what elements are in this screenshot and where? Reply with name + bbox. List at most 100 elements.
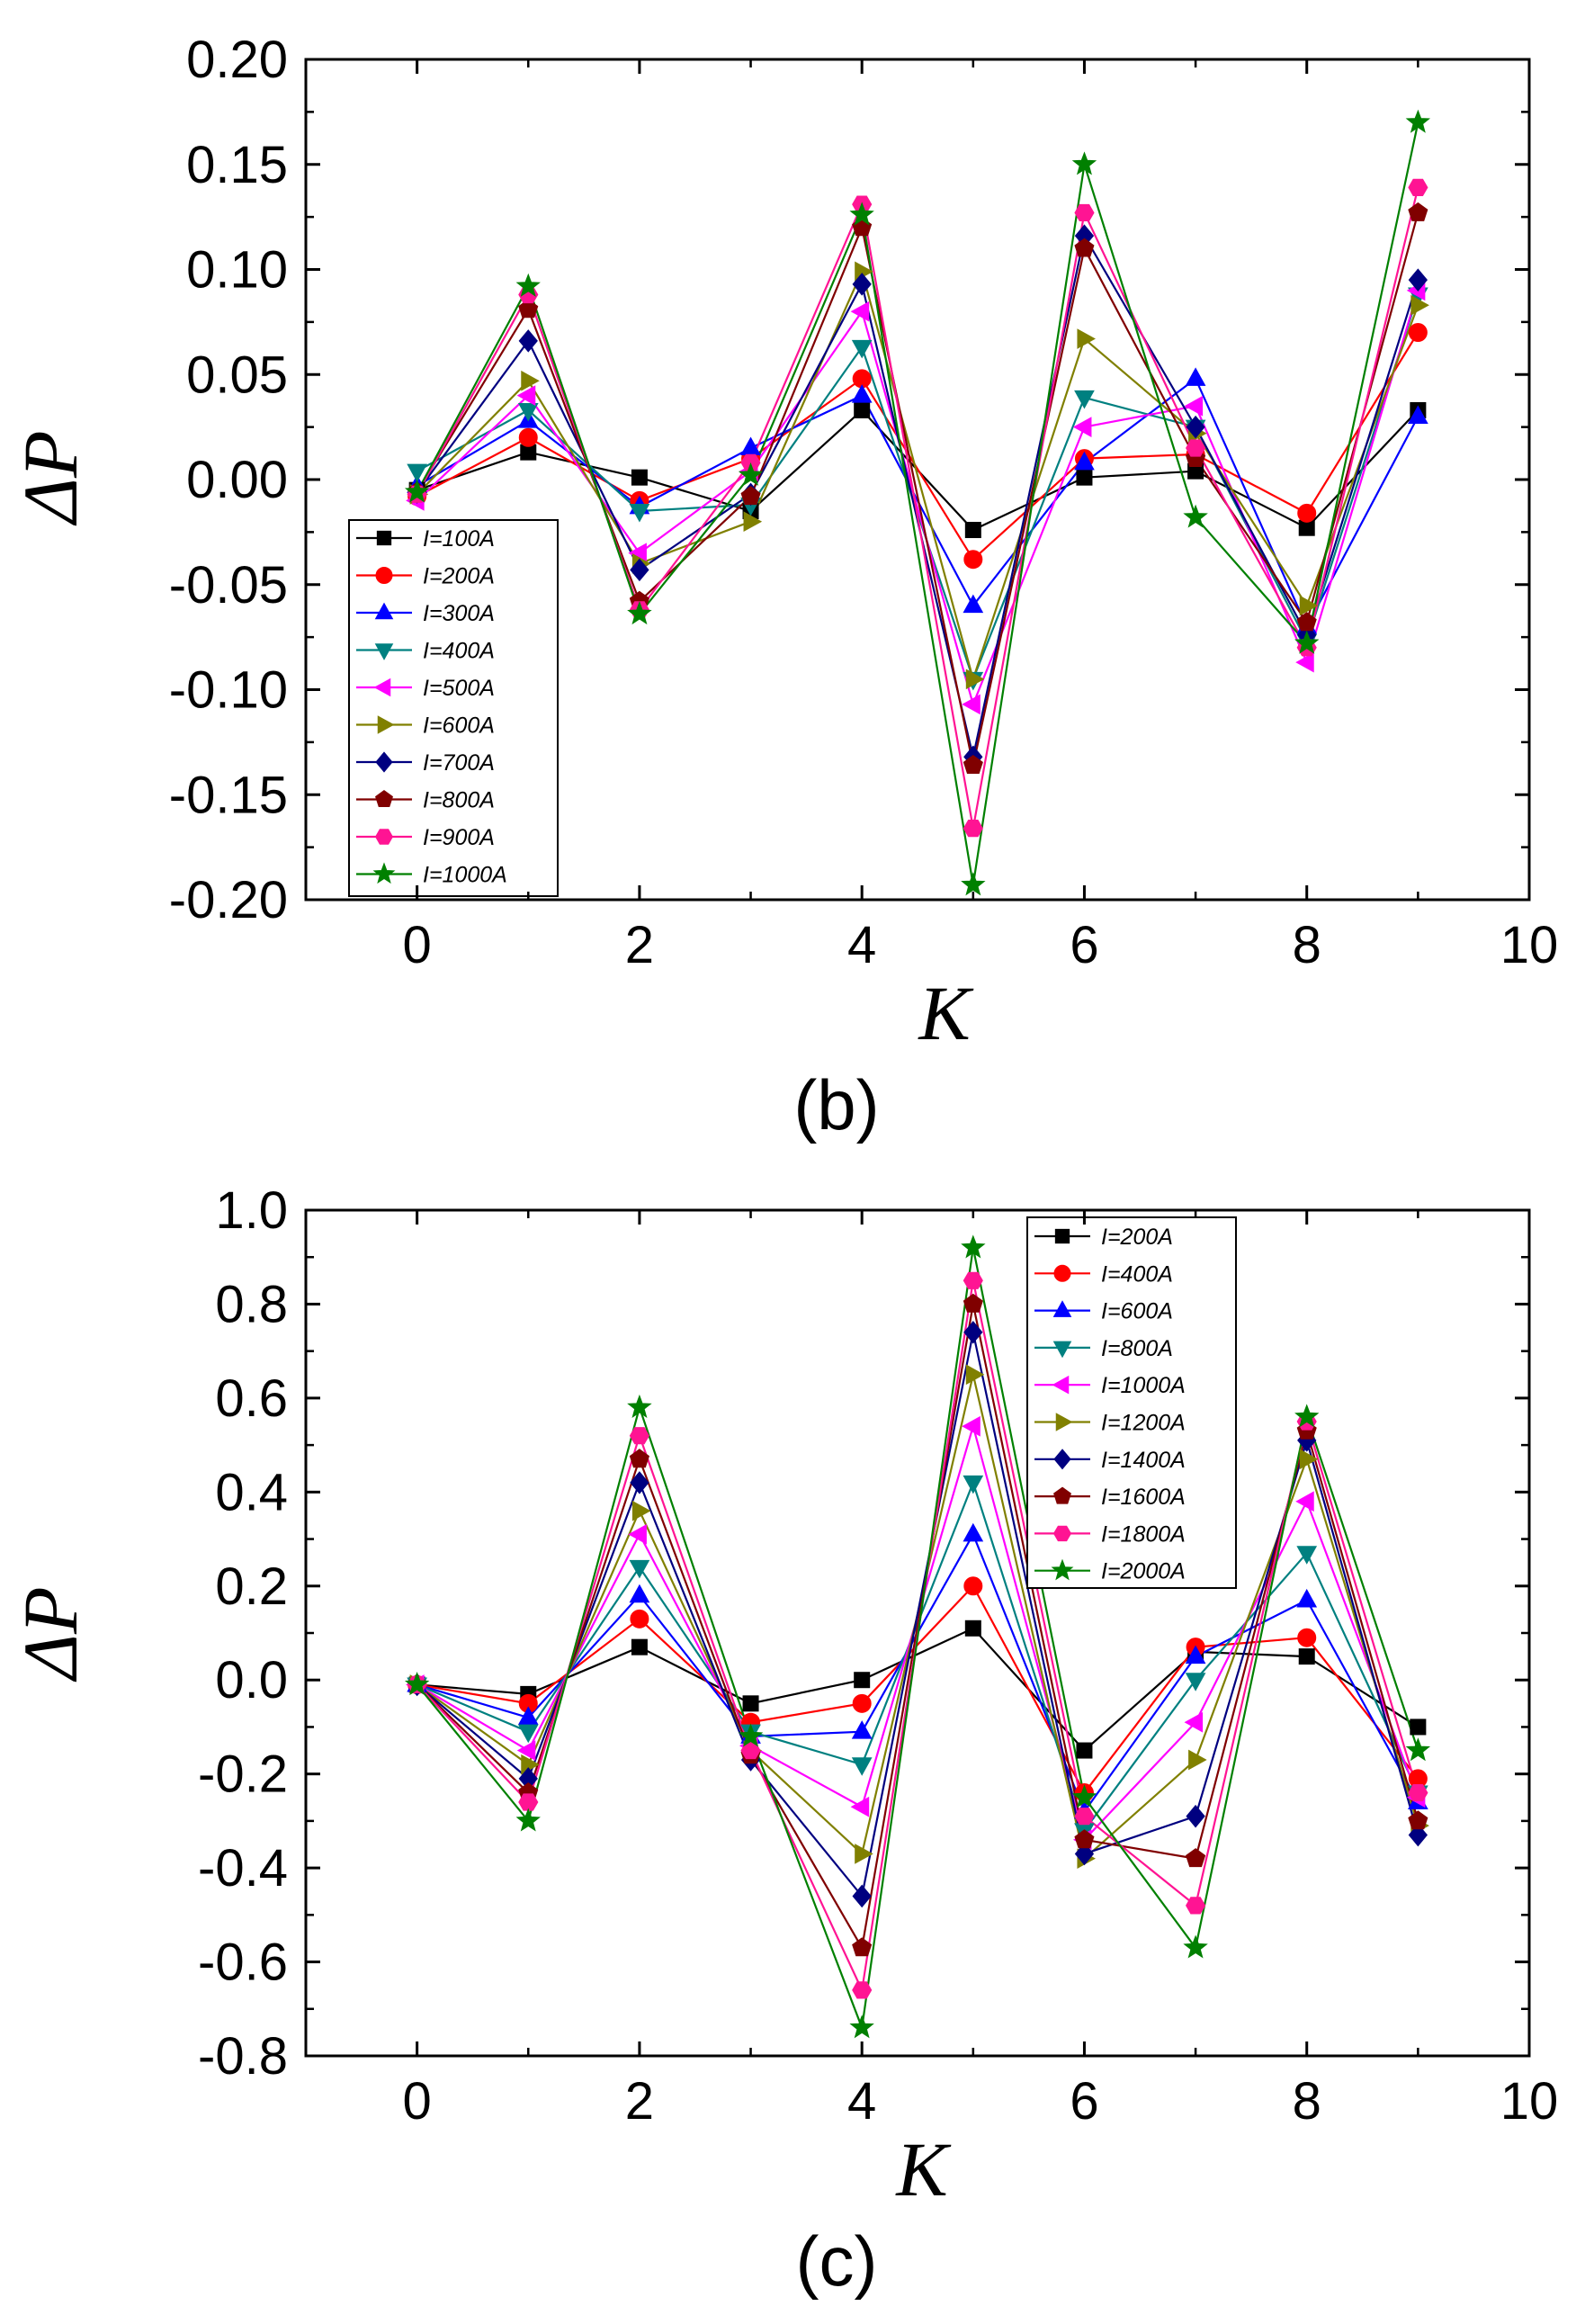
chart-b-x-axis-title: K [917, 970, 974, 1056]
chart-b-point-9-6 [1071, 151, 1097, 175]
chart-c-point-2-1 [517, 1706, 539, 1725]
chart-c-point-4-7 [1184, 1711, 1204, 1733]
chart-b-point-9-0 [404, 479, 430, 503]
chart-c-point-5-1 [521, 1754, 540, 1775]
chart-b-point-9-4 [849, 202, 874, 226]
chart-c-point-5-8 [1299, 1449, 1319, 1470]
chart-c-point-1-5 [963, 1576, 983, 1596]
chart-b-point-7-6 [1074, 238, 1095, 257]
chart-b-point-5-3 [743, 511, 763, 533]
chart-c-legend-label-1: I=400A [1101, 1261, 1173, 1287]
chart-b-point-3-4 [851, 339, 873, 359]
chart-c-point-2-8 [1296, 1588, 1318, 1608]
chart-c-series-line-6 [416, 1332, 1419, 1898]
chart-b-point-5-1 [521, 370, 540, 391]
chart-b-legend-label-7: I=800A [423, 788, 495, 813]
chart-c-legend-label-8: I=1800A [1101, 1521, 1186, 1547]
chart-c-point-4-8 [1295, 1491, 1314, 1512]
chart-c-legend-marker-3 [1052, 1341, 1072, 1359]
chart-c-point-9-9 [1405, 1737, 1431, 1762]
chart-c-point-2-5 [963, 1522, 984, 1542]
chart-b-legend-marker-6 [375, 751, 393, 773]
chart-c-point-9-8 [1294, 1404, 1320, 1428]
chart-c-point-9-5 [961, 1234, 986, 1259]
chart-b-series-line-4 [416, 290, 1419, 708]
chart-c-point-0-2 [631, 1638, 648, 1656]
chart-b-point-4-8 [1295, 651, 1314, 673]
chart-b-point-4-7 [1184, 395, 1204, 417]
chart-b-point-0-4 [854, 401, 871, 418]
chart-c-point-5-5 [965, 1364, 985, 1386]
chart-b-point-4-1 [516, 385, 536, 406]
chart-b-legend-label-8: I=900A [423, 825, 495, 850]
chart-c-y-tick-label-6: 0.4 [215, 1463, 288, 1521]
chart-c-y-tick-label-7: 0.6 [215, 1369, 288, 1428]
chart-b-point-3-2 [629, 504, 650, 523]
chart-c-point-6-9 [1408, 1823, 1428, 1847]
chart-b-point-6-7 [1186, 415, 1205, 439]
chart-b-point-0-6 [1076, 469, 1093, 486]
chart-b-point-4-4 [850, 301, 870, 322]
chart-c-x-tick-label-5: 10 [1500, 2072, 1559, 2131]
chart-c-point-3-2 [629, 1559, 650, 1579]
chart-c-axes: 0 2 4 6 8 10 -0.8 -0.6 -0.4 -0.2 0.0 0.2 0.4 0.6 0.8 1.… [198, 1181, 1558, 2131]
chart-c-x-tick-label-3: 6 [1070, 2072, 1098, 2131]
chart-c-legend-label-5: I=1200A [1101, 1411, 1186, 1436]
chart-c-point-7-2 [629, 1449, 649, 1468]
chart-b-point-6-9 [1408, 268, 1428, 292]
chart-b-point-6-2 [630, 558, 649, 582]
chart-c-point-4-2 [628, 1523, 647, 1545]
chart-c-legend-label-0: I=200A [1101, 1225, 1173, 1250]
chart-c-y-tick-label-1: -0.6 [198, 1934, 288, 1992]
chart-c-x-tick-label-1: 2 [625, 2072, 654, 2131]
chart-c-series-line-9 [416, 1247, 1419, 2032]
chart-b-legend-marker-5 [377, 715, 395, 734]
chart-b-point-1-1 [518, 427, 538, 447]
chart-b-series-line-7 [416, 212, 1419, 766]
chart-c-point-9-6 [1071, 1784, 1097, 1808]
chart-b-legend-marker-2 [374, 602, 394, 620]
chart-b-point-1-8 [1297, 503, 1317, 523]
chart-c-legend-marker-6 [1053, 1449, 1071, 1470]
chart-c-point-4-5 [962, 1415, 981, 1437]
chart-c-legend-marker-4 [1052, 1375, 1070, 1395]
chart-b-legend-marker-3 [374, 643, 394, 660]
chart-c-point-7-9 [1408, 1810, 1428, 1830]
chart-b-point-8-6 [1074, 203, 1095, 221]
chart-b-point-9-9 [1405, 109, 1431, 133]
chart-b-legend-label-4: I=500A [423, 676, 495, 701]
chart-b-x-tick-label-3: 6 [1070, 916, 1098, 974]
chart-b-y-tick-label-4: 0.00 [186, 451, 288, 509]
chart-b-point-9-8 [1294, 630, 1320, 654]
chart-b-legend-label-6: I=700A [423, 750, 495, 776]
chart-b-point-0-2 [631, 469, 648, 486]
chart-c-point-9-4 [849, 2014, 874, 2039]
chart-b-point-8-5 [963, 820, 983, 838]
chart-b-point-9-3 [738, 462, 764, 486]
chart-b-legend-label-0: I=100A [423, 526, 495, 552]
chart-c-legend-label-7: I=1600A [1101, 1485, 1186, 1510]
chart-c-legend-marker-1 [1053, 1264, 1071, 1282]
chart-c-y-tick-label-8: 0.8 [215, 1275, 288, 1333]
chart-c-point-5-4 [855, 1844, 873, 1864]
chart-c-point-8-1 [518, 1793, 539, 1811]
chart-b-legend-marker-7 [375, 789, 393, 807]
chart-c-y-axis-title: ΔP [7, 1586, 94, 1682]
chart-c-x-tick-label-4: 8 [1293, 2072, 1321, 2131]
chart-b-series-line-5 [416, 268, 1419, 683]
chart-c-point-7-7 [1186, 1848, 1206, 1868]
chart-c-point-3-8 [1296, 1546, 1318, 1565]
chart-c-point-2-4 [851, 1720, 873, 1739]
chart-b-y-tick-label-8: 0.20 [186, 31, 288, 89]
chart-b-y-tick-label-3: -0.05 [169, 556, 288, 615]
chart-c-point-8-9 [1408, 1784, 1428, 1802]
chart-b-x-tick-label-1: 2 [625, 916, 654, 974]
chart-c-y-tick-label-0: -0.8 [198, 2027, 288, 2086]
chart-b-point-7-3 [740, 486, 761, 506]
chart-c-point-9-2 [627, 1394, 652, 1419]
chart-c-point-3-4 [851, 1757, 873, 1776]
chart-c-legend-marker-7 [1053, 1486, 1071, 1504]
chart-c-point-6-2 [630, 1471, 649, 1494]
chart-panel-c: I=200A I=400A I=600A I=800A I=1000A I=1200A I=… [7, 1181, 1558, 2301]
